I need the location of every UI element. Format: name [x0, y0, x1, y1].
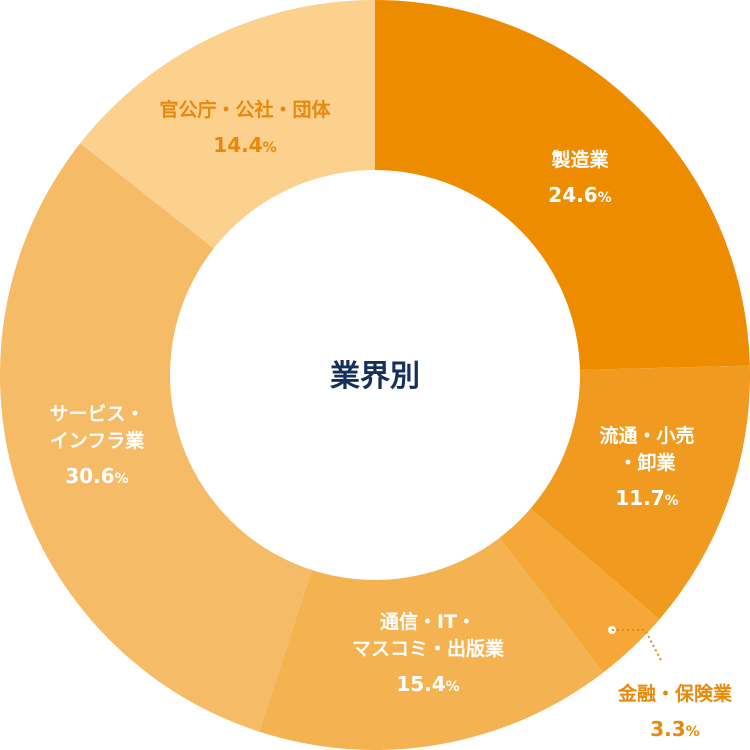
slice-value-5: 14.4% [213, 133, 276, 157]
slice-value-3: 15.4% [396, 672, 459, 696]
slice-label-group-4: サービス・インフラ業 30.6% [49, 403, 145, 488]
slice-value-4: 30.6% [65, 464, 128, 488]
slice-label-4-line-1: インフラ業 [50, 429, 145, 452]
slice-label-group-2: 金融・保険業 3.3% [617, 682, 733, 741]
slice-label-group-0: 製造業 24.6% [548, 148, 611, 207]
leader-line [612, 629, 663, 663]
leader-line-finance [608, 626, 663, 663]
slice-label-1-line-1: ・卸業 [618, 451, 676, 474]
slice-label-5-line-0: 官公庁・公社・団体 [159, 98, 331, 121]
slice-label-2-line-0: 金融・保険業 [617, 682, 733, 705]
slice-label-4-line-0: サービス・ [49, 403, 144, 425]
slice-value-2: 3.3% [650, 717, 699, 741]
slice-labels: 製造業 24.6% 流通・小売・卸業 11.7% 金融・保険業 3.3% 通信・IT・マスコ… [49, 98, 733, 741]
slice-label-3-line-0: 通信・IT・ [380, 610, 476, 633]
slice-label-0-line-0: 製造業 [550, 148, 609, 171]
donut-hole [170, 170, 580, 580]
slice-label-3-line-1: マスコミ・出版業 [352, 637, 505, 660]
slice-value-1: 11.7% [615, 486, 678, 510]
slice-label-group-5: 官公庁・公社・団体 14.4% [159, 98, 331, 157]
slice-label-1-line-0: 流通・小売 [599, 424, 694, 447]
slice-label-group-1: 流通・小売・卸業 11.7% [599, 424, 694, 510]
slice-label-group-3: 通信・IT・マスコミ・出版業 15.4% [352, 610, 505, 696]
chart-title: 業界別 [330, 359, 420, 394]
slice-value-0: 24.6% [548, 183, 611, 207]
